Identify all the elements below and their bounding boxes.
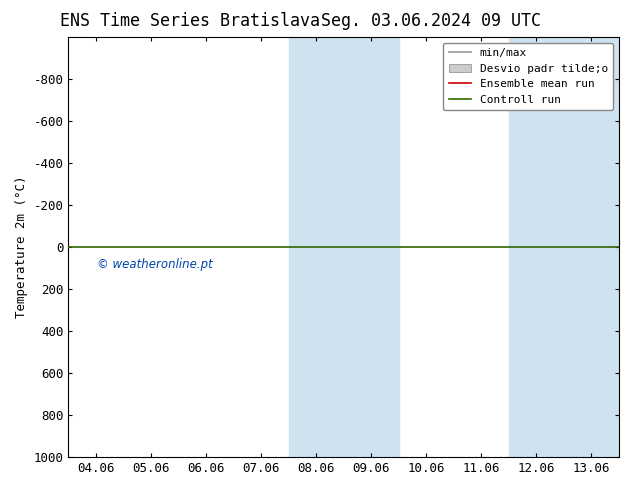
Legend: min/max, Desvio padr tilde;o, Ensemble mean run, Controll run: min/max, Desvio padr tilde;o, Ensemble m… (443, 43, 614, 110)
Text: © weatheronline.pt: © weatheronline.pt (97, 258, 213, 270)
Text: Seg. 03.06.2024 09 UTC: Seg. 03.06.2024 09 UTC (321, 12, 541, 30)
Bar (288, 37, 344, 457)
Bar (564, 37, 619, 457)
Y-axis label: Temperature 2m (°C): Temperature 2m (°C) (15, 176, 28, 318)
Text: ENS Time Series Bratislava: ENS Time Series Bratislava (60, 12, 320, 30)
Bar (509, 37, 564, 457)
Bar (344, 37, 399, 457)
